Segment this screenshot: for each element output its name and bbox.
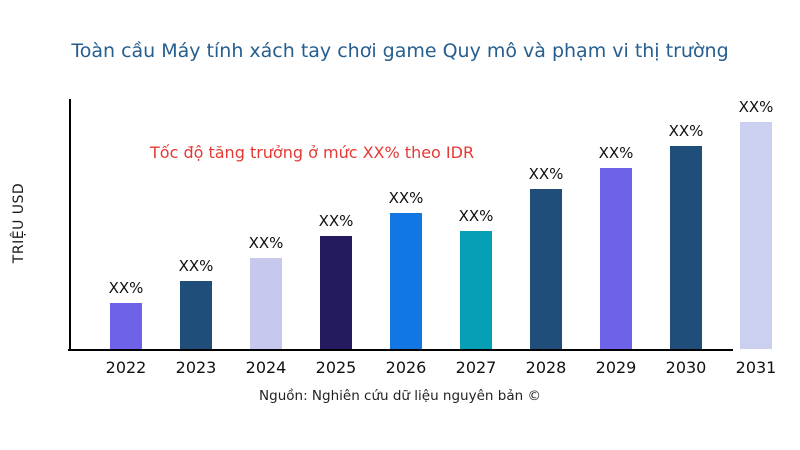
x-tick-2025: 2025 — [315, 358, 357, 377]
chart-title: Toàn cầu Máy tính xách tay chơi game Quy… — [71, 40, 729, 62]
bar-2026 — [390, 213, 422, 349]
bar-value-label-2029: XX% — [598, 144, 634, 162]
bar-value-label-2028: XX% — [528, 165, 564, 183]
x-tick-2030: 2030 — [665, 358, 707, 377]
x-tick-2029: 2029 — [595, 358, 637, 377]
bar-value-label-2023: XX% — [178, 257, 214, 275]
y-axis-line — [69, 99, 71, 351]
bar-value-label-2022: XX% — [108, 279, 144, 297]
bar-2031 — [740, 122, 772, 349]
x-tick-2024: 2024 — [245, 358, 287, 377]
bar-2023 — [180, 281, 212, 349]
bar-value-label-2031: XX% — [738, 98, 774, 116]
growth-rate-annotation: Tốc độ tăng trưởng ở mức XX% theo IDR — [150, 143, 475, 162]
y-axis-label: TRIỆU USD — [11, 182, 27, 264]
bar-2029 — [600, 168, 632, 349]
x-tick-2026: 2026 — [385, 358, 427, 377]
bar-2022 — [110, 303, 142, 349]
bar-value-label-2027: XX% — [458, 207, 494, 225]
x-tick-2027: 2027 — [455, 358, 497, 377]
x-axis-line — [68, 349, 733, 351]
bar-2025 — [320, 236, 352, 349]
source-note: Nguồn: Nghiên cứu dữ liệu nguyên bản © — [259, 388, 541, 404]
bar-value-label-2026: XX% — [388, 189, 424, 207]
x-tick-2023: 2023 — [175, 358, 217, 377]
bar-value-label-2030: XX% — [668, 122, 704, 140]
bar-2027 — [460, 231, 492, 349]
x-tick-2028: 2028 — [525, 358, 567, 377]
x-tick-2031: 2031 — [735, 358, 777, 377]
bar-2028 — [530, 189, 562, 349]
bar-value-label-2025: XX% — [318, 212, 354, 230]
bar-value-label-2024: XX% — [248, 234, 284, 252]
bar-2030 — [670, 146, 702, 349]
bar-2024 — [250, 258, 282, 349]
x-tick-2022: 2022 — [105, 358, 147, 377]
